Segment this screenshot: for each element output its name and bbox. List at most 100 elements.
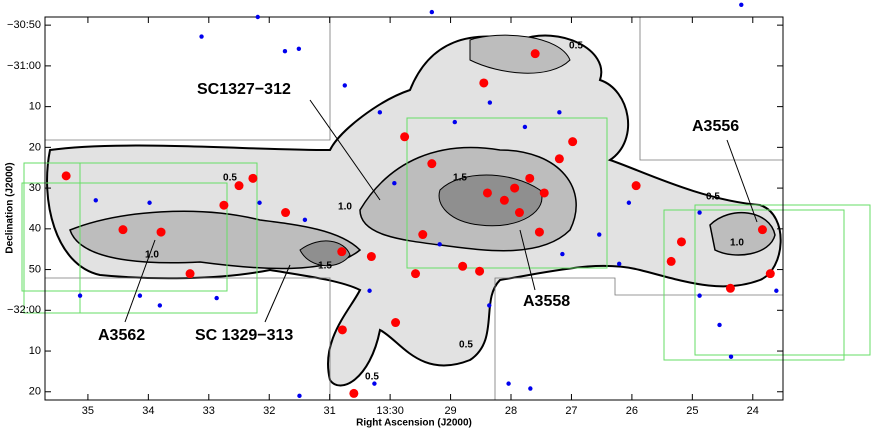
y-tick-label: 20 xyxy=(29,386,41,398)
point xyxy=(257,200,262,205)
point xyxy=(297,393,302,399)
point xyxy=(437,242,442,247)
point xyxy=(530,49,540,59)
point xyxy=(392,181,397,186)
point xyxy=(487,100,493,105)
point xyxy=(725,283,735,293)
contour-label: 1.0 xyxy=(338,202,352,213)
pointer xyxy=(309,99,381,201)
contour-label: 1.0 xyxy=(145,250,159,261)
point xyxy=(676,237,686,247)
contour-label: 0.5 xyxy=(223,173,237,184)
point xyxy=(377,110,383,115)
x-tick-label: 13:30 xyxy=(376,405,404,417)
y-tick-label: 40 xyxy=(29,223,41,235)
point xyxy=(631,181,641,191)
point xyxy=(666,256,676,266)
point xyxy=(697,293,702,298)
point xyxy=(427,159,437,169)
point xyxy=(157,303,163,308)
point xyxy=(617,261,622,267)
point xyxy=(77,293,83,298)
contour-label: 1.5 xyxy=(453,173,467,184)
x-tick-label: 29 xyxy=(444,405,456,417)
point xyxy=(514,208,524,218)
point xyxy=(452,119,457,125)
point xyxy=(281,208,291,218)
y-tick-label: 20 xyxy=(29,141,41,153)
point xyxy=(366,252,376,262)
contours xyxy=(46,34,782,387)
point xyxy=(61,171,71,181)
point xyxy=(765,269,775,279)
pointer xyxy=(519,229,536,291)
point xyxy=(248,173,258,183)
annotation: A3556 xyxy=(692,118,739,135)
x-axis-label: Right Ascension (J2000) xyxy=(356,418,472,429)
point xyxy=(349,388,359,398)
point xyxy=(118,225,128,235)
pointer xyxy=(726,139,758,223)
x-tick-label: 28 xyxy=(505,405,517,417)
contour-label: 0.5 xyxy=(459,340,473,351)
pointer xyxy=(264,264,291,323)
point xyxy=(560,251,565,257)
point xyxy=(214,295,219,301)
point xyxy=(539,188,549,198)
point xyxy=(597,232,602,237)
point xyxy=(337,325,347,335)
x-tick-label: 26 xyxy=(626,405,638,417)
point xyxy=(557,110,562,115)
contour-label: 1.5 xyxy=(318,261,332,272)
contour-label: 0.5 xyxy=(365,372,379,383)
point xyxy=(479,78,489,88)
y-tick-label: 10 xyxy=(29,101,41,113)
point xyxy=(219,200,229,210)
x-tick-label: 32 xyxy=(263,405,275,417)
x-tick-label: 25 xyxy=(686,405,698,417)
point xyxy=(554,154,564,164)
y-tick-label: −32:00 xyxy=(7,304,41,316)
point xyxy=(697,210,702,215)
point xyxy=(528,386,533,391)
point xyxy=(282,49,288,54)
point xyxy=(739,2,744,7)
point xyxy=(93,198,98,203)
point xyxy=(199,34,204,39)
y-axis-label: Declination (J2000) xyxy=(5,162,16,253)
point xyxy=(506,381,511,386)
contour-label: 0.5 xyxy=(569,41,583,52)
point xyxy=(487,303,492,308)
point xyxy=(626,200,632,205)
point xyxy=(411,269,421,279)
point xyxy=(147,200,152,205)
point xyxy=(429,9,435,15)
point xyxy=(499,195,509,205)
point xyxy=(234,181,244,191)
point xyxy=(302,217,308,223)
x-tick-label: 24 xyxy=(747,405,759,417)
point xyxy=(525,173,535,183)
point xyxy=(185,269,195,279)
point xyxy=(728,354,734,359)
point xyxy=(510,183,520,193)
point xyxy=(568,137,578,147)
point xyxy=(522,124,528,130)
point xyxy=(458,261,468,271)
point xyxy=(482,188,492,198)
point xyxy=(774,288,779,293)
annotation: SC1327−312 xyxy=(197,81,291,98)
point xyxy=(156,227,166,237)
annotation: A3558 xyxy=(523,293,570,310)
point xyxy=(342,83,347,88)
point xyxy=(137,293,143,298)
y-tick-label: −31:00 xyxy=(7,60,41,72)
point xyxy=(372,381,377,386)
point xyxy=(391,318,401,328)
x-tick-label: 27 xyxy=(565,405,577,417)
point xyxy=(400,132,410,142)
y-tick-label: 30 xyxy=(29,182,41,194)
point xyxy=(717,322,722,328)
x-tick-label: 34 xyxy=(142,405,154,417)
